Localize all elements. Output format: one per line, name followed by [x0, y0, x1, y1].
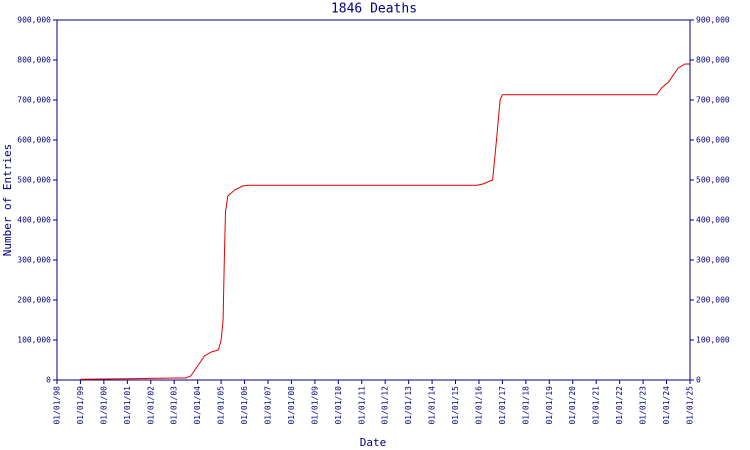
y2-tick-label: 0 — [696, 376, 701, 385]
y-tick-label: 200,000 — [17, 296, 51, 305]
y2-tick-label: 600,000 — [696, 136, 730, 145]
y-tick-label: 500,000 — [17, 176, 51, 185]
x-tick-label: 01/01/04 — [193, 386, 202, 425]
x-tick-label: 01/01/20 — [568, 386, 577, 425]
y-axis-title: Number of Entries — [1, 144, 14, 257]
x-tick-label: 01/01/08 — [287, 386, 296, 425]
chart-title: 1846 Deaths — [331, 2, 417, 17]
y2-tick-label: 100,000 — [696, 336, 730, 345]
x-tick-label: 01/01/12 — [381, 386, 390, 425]
y-tick-label: 0 — [46, 376, 51, 385]
x-tick-label: 01/01/11 — [357, 386, 366, 425]
x-tick-label: 01/01/03 — [170, 386, 179, 425]
x-tick-label: 01/01/23 — [639, 386, 648, 425]
y2-tick-label: 400,000 — [696, 216, 730, 225]
y2-tick-label: 300,000 — [696, 256, 730, 265]
x-tick-label: 01/01/10 — [334, 386, 343, 425]
x-tick-label: 01/01/06 — [240, 386, 249, 425]
x-tick-label: 01/01/15 — [451, 386, 460, 425]
x-tick-label: 01/01/14 — [428, 386, 437, 425]
y2-tick-label: 800,000 — [696, 56, 730, 65]
x-tick-label: 01/01/09 — [310, 386, 319, 425]
y-tick-label: 900,000 — [17, 16, 51, 25]
x-tick-label: 01/01/24 — [662, 386, 671, 425]
y-tick-label: 600,000 — [17, 136, 51, 145]
x-tick-label: 01/01/21 — [592, 386, 601, 425]
x-tick-label: 01/01/17 — [498, 386, 507, 425]
y-tick-label: 100,000 — [17, 336, 51, 345]
y2-tick-label: 700,000 — [696, 96, 730, 105]
y-tick-label: 800,000 — [17, 56, 51, 65]
x-tick-label: 01/01/07 — [263, 386, 272, 425]
y-tick-label: 300,000 — [17, 256, 51, 265]
x-tick-label: 01/01/13 — [404, 386, 413, 425]
y-tick-label: 400,000 — [17, 216, 51, 225]
x-tick-label: 01/01/19 — [545, 386, 554, 425]
x-tick-label: 01/01/00 — [99, 386, 108, 425]
x-tick-label: 01/01/25 — [686, 386, 695, 425]
x-tick-label: 01/01/99 — [76, 386, 85, 425]
x-tick-label: 01/01/22 — [615, 386, 624, 425]
x-tick-label: 01/01/05 — [217, 386, 226, 425]
plot-frame — [56, 19, 691, 381]
x-tick-label: 01/01/98 — [53, 386, 62, 425]
y-tick-label: 700,000 — [17, 96, 51, 105]
x-tick-label: 01/01/18 — [521, 386, 530, 425]
x-tick-label: 01/01/16 — [474, 386, 483, 425]
y2-tick-label: 900,000 — [696, 16, 730, 25]
x-tick-label: 01/01/02 — [146, 386, 155, 425]
y2-tick-label: 200,000 — [696, 296, 730, 305]
data-line — [80, 63, 690, 380]
x-axis-title: Date — [360, 436, 387, 449]
y2-tick-label: 500,000 — [696, 176, 730, 185]
x-tick-label: 01/01/01 — [123, 386, 132, 425]
